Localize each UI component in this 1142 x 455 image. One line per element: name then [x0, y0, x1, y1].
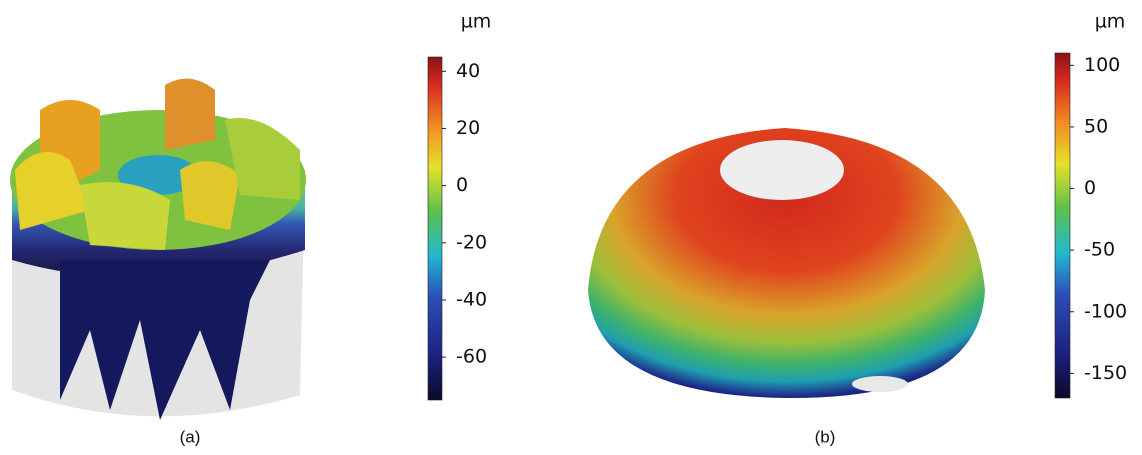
colorbar-tick-label: -20 — [456, 231, 487, 253]
colorbar-tick-label: -50 — [1084, 239, 1115, 261]
caption: (b) — [815, 427, 836, 446]
colorbar-unit: µm — [461, 11, 492, 33]
colorbar-tick-label: -150 — [1084, 362, 1127, 384]
colorbar-tick-label: 40 — [456, 60, 480, 82]
caption: (a) — [180, 427, 201, 446]
colorbar-tick-label: 50 — [1084, 115, 1108, 137]
colorbar-unit: µm — [1095, 11, 1126, 33]
colorbar — [427, 56, 443, 401]
colorbar-tick-label: -100 — [1084, 300, 1127, 322]
colorbar-tick-label: 20 — [456, 117, 480, 139]
colorbar-tick-label: 0 — [456, 174, 468, 196]
colorbar — [1054, 52, 1071, 399]
colorbar-tick-label: 0 — [1084, 177, 1096, 199]
surface-b — [588, 128, 985, 399]
colorbar-tick-label: -40 — [456, 288, 487, 310]
colorbar-tick-label: 100 — [1084, 54, 1120, 76]
colorbar-tick-label: -60 — [456, 346, 487, 368]
surface-a — [10, 78, 306, 420]
